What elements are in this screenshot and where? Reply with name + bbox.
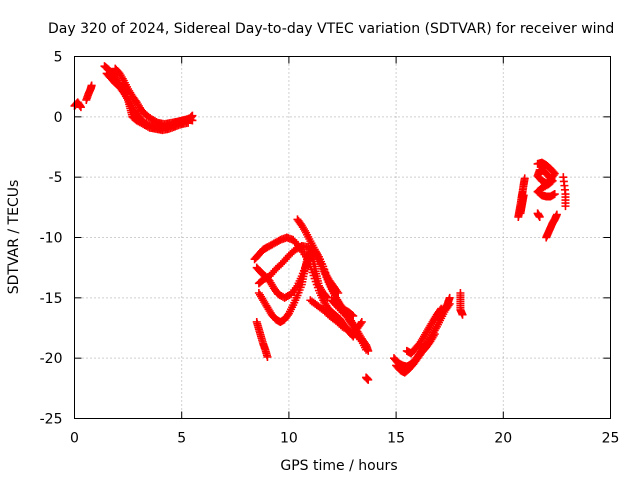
data-point [357,317,366,326]
data-point [561,202,570,211]
y-tick-label: -5 [49,170,63,186]
y-tick-label: -15 [40,291,63,307]
data-point [87,81,96,90]
x-tick-label: 20 [494,431,512,447]
x-tick-label: 5 [177,431,186,447]
data-point [519,191,528,200]
data-point [520,174,529,183]
data-point [429,331,438,340]
grid-lines [74,56,611,419]
data-point [364,375,373,384]
data-point [263,352,272,361]
data-point [356,319,365,328]
data-point [334,289,343,298]
chart-title: Day 320 of 2024, Sidereal Day-to-day VTE… [48,21,614,37]
y-tick-labels: 5 0 -5 -10 -15 -20 -25 [40,50,63,428]
data-point [430,330,439,339]
y-tick-label: 0 [54,110,63,126]
data-point [550,190,559,199]
data-point [552,210,561,219]
y-axis-label: SDTVAR / TECUs [6,180,22,295]
data-point [76,103,85,112]
x-tick-label: 15 [387,431,405,447]
data-point [535,212,544,221]
x-tick-label: 0 [70,431,79,447]
data-point [76,101,85,110]
data-point [445,293,454,302]
data-point [362,345,371,354]
data-point [458,310,467,319]
data-point [322,292,331,301]
data-point [188,111,197,120]
data-point [323,293,332,302]
data-point [349,320,358,329]
y-tick-label: -10 [40,231,63,247]
y-tick-label: -25 [40,412,63,428]
data-point [309,248,318,257]
data-point [333,287,342,296]
plot-frame [74,56,611,419]
data-points [70,62,570,384]
y-tick-label: 5 [54,50,63,66]
data-point [348,318,357,327]
y-tick-label: -20 [40,351,63,367]
x-tick-labels: 0 5 10 15 20 25 [70,431,619,447]
x-axis-label: GPS time / hours [280,458,397,474]
x-tick-label: 10 [280,431,298,447]
x-tick-label: 25 [602,431,620,447]
